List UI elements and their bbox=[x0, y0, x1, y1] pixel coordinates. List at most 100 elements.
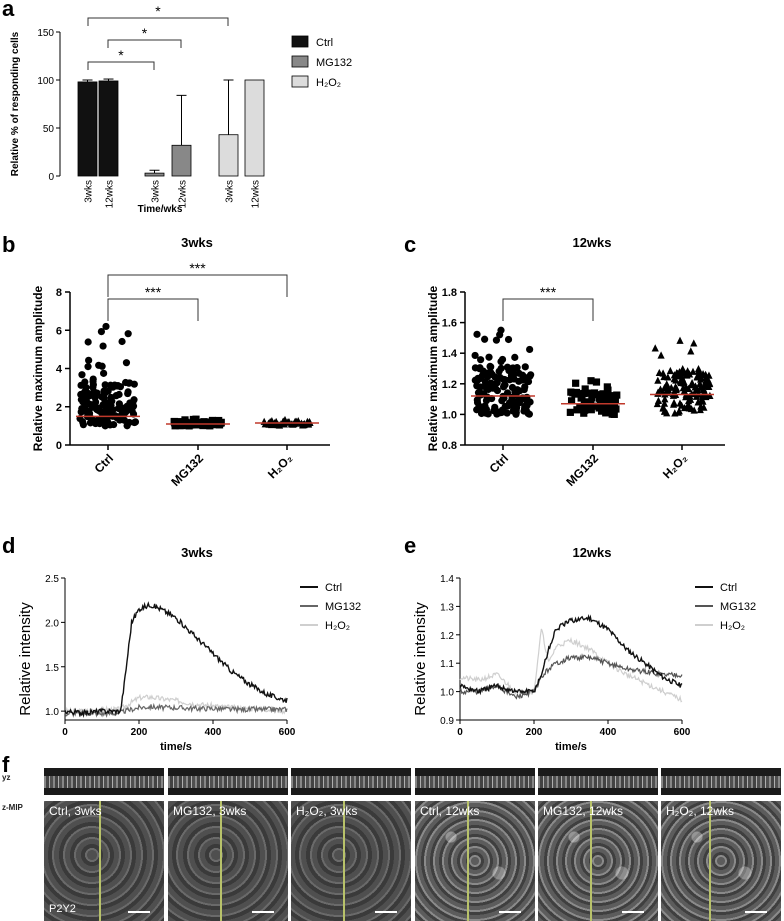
data-point bbox=[481, 335, 489, 343]
data-point bbox=[661, 395, 669, 403]
data-point bbox=[496, 409, 504, 417]
data-point bbox=[595, 404, 603, 412]
data-point bbox=[88, 403, 97, 411]
panel-letter-f: f bbox=[2, 752, 10, 777]
data-point bbox=[693, 373, 701, 381]
series-line bbox=[64, 601, 288, 719]
data-point bbox=[92, 398, 100, 406]
data-point bbox=[669, 400, 678, 408]
data-point bbox=[483, 373, 492, 381]
data-point bbox=[592, 378, 601, 386]
data-point bbox=[485, 353, 493, 361]
bar bbox=[98, 80, 119, 177]
data-point bbox=[602, 409, 610, 417]
data-point bbox=[604, 402, 612, 410]
data-point bbox=[526, 372, 534, 380]
x-tick-label-a: 12wks bbox=[105, 180, 116, 208]
y-tick-label: 6 bbox=[56, 325, 62, 337]
data-point bbox=[198, 419, 206, 427]
series-line bbox=[459, 628, 683, 703]
yz-projection-image bbox=[415, 768, 535, 795]
data-point bbox=[116, 416, 124, 424]
data-point bbox=[503, 389, 512, 397]
bar bbox=[171, 144, 192, 177]
x-tick-label-a: 3wks bbox=[151, 180, 162, 203]
data-point bbox=[688, 379, 696, 387]
data-point bbox=[497, 326, 505, 334]
y-tick-label: 0 bbox=[56, 440, 62, 452]
data-point bbox=[474, 376, 482, 384]
scale-bar bbox=[499, 911, 521, 913]
data-point bbox=[503, 409, 511, 417]
data-point bbox=[508, 396, 516, 404]
data-point bbox=[672, 384, 681, 392]
chart-title: 12wks bbox=[572, 235, 611, 250]
data-point bbox=[85, 356, 93, 364]
data-point bbox=[84, 363, 92, 371]
sig-c-1-label: *** bbox=[540, 284, 557, 300]
data-point bbox=[192, 415, 200, 423]
sig-c-1-line bbox=[502, 298, 594, 321]
yz-projection-image bbox=[661, 768, 781, 795]
data-point bbox=[130, 418, 139, 427]
data-point bbox=[593, 391, 602, 399]
sig-b-1-line bbox=[107, 298, 199, 321]
data-point bbox=[686, 395, 695, 403]
data-point bbox=[493, 386, 502, 395]
section-line bbox=[467, 801, 469, 921]
data-point bbox=[95, 361, 103, 369]
data-point bbox=[123, 422, 131, 430]
data-point bbox=[700, 381, 708, 390]
data-point bbox=[684, 400, 692, 408]
data-point bbox=[521, 402, 529, 410]
sig-a-2-line bbox=[107, 39, 182, 48]
x-axis-label: time/s bbox=[555, 741, 587, 753]
legend-label-a: H₂O₂ bbox=[316, 77, 341, 89]
legend-label: MG132 bbox=[325, 601, 361, 613]
data-point bbox=[125, 379, 133, 387]
data-point bbox=[566, 408, 574, 416]
data-point bbox=[521, 363, 529, 371]
data-point bbox=[680, 403, 689, 412]
bar bbox=[77, 81, 98, 177]
x-tick-label: H₂O₂ bbox=[265, 451, 295, 481]
y-tick-label: 1.8 bbox=[442, 287, 457, 299]
z-mip-image: Ctrl, 3wks P2Y2 bbox=[44, 801, 164, 921]
data-point bbox=[653, 399, 661, 408]
sig-a-2-label: * bbox=[142, 25, 148, 41]
data-point bbox=[277, 420, 285, 428]
row-label-zmip: z-MIP bbox=[2, 803, 23, 812]
y-tick-label-a: 150 bbox=[37, 28, 54, 39]
series-line bbox=[459, 653, 683, 700]
y-tick-label-a: 50 bbox=[43, 124, 55, 135]
data-point bbox=[705, 382, 713, 390]
bar bbox=[218, 134, 239, 177]
data-point bbox=[674, 372, 683, 380]
data-point bbox=[706, 391, 714, 399]
data-point bbox=[101, 422, 109, 430]
data-point bbox=[217, 419, 225, 427]
data-point bbox=[663, 382, 671, 390]
data-point bbox=[509, 364, 517, 372]
data-point bbox=[690, 339, 698, 347]
data-point bbox=[513, 387, 521, 395]
legend-label-a: Ctrl bbox=[316, 37, 333, 49]
data-point bbox=[604, 386, 612, 394]
data-point bbox=[208, 416, 217, 425]
data-point bbox=[118, 337, 126, 346]
x-tick-label-a: 3wks bbox=[84, 180, 95, 203]
data-point bbox=[702, 373, 710, 381]
x-tick-label: 0 bbox=[62, 727, 68, 738]
data-point bbox=[666, 366, 674, 375]
image-label: Ctrl, 12wks bbox=[420, 804, 480, 818]
data-point bbox=[567, 397, 576, 405]
data-point bbox=[687, 404, 696, 413]
y-tick-label: 1.0 bbox=[440, 688, 454, 699]
marker-label: P2Y2 bbox=[49, 903, 76, 915]
data-point bbox=[697, 375, 705, 383]
chart-title: 12wks bbox=[572, 545, 611, 560]
x-tick-label: 600 bbox=[279, 727, 296, 738]
data-point bbox=[491, 373, 499, 381]
data-point bbox=[580, 409, 588, 417]
